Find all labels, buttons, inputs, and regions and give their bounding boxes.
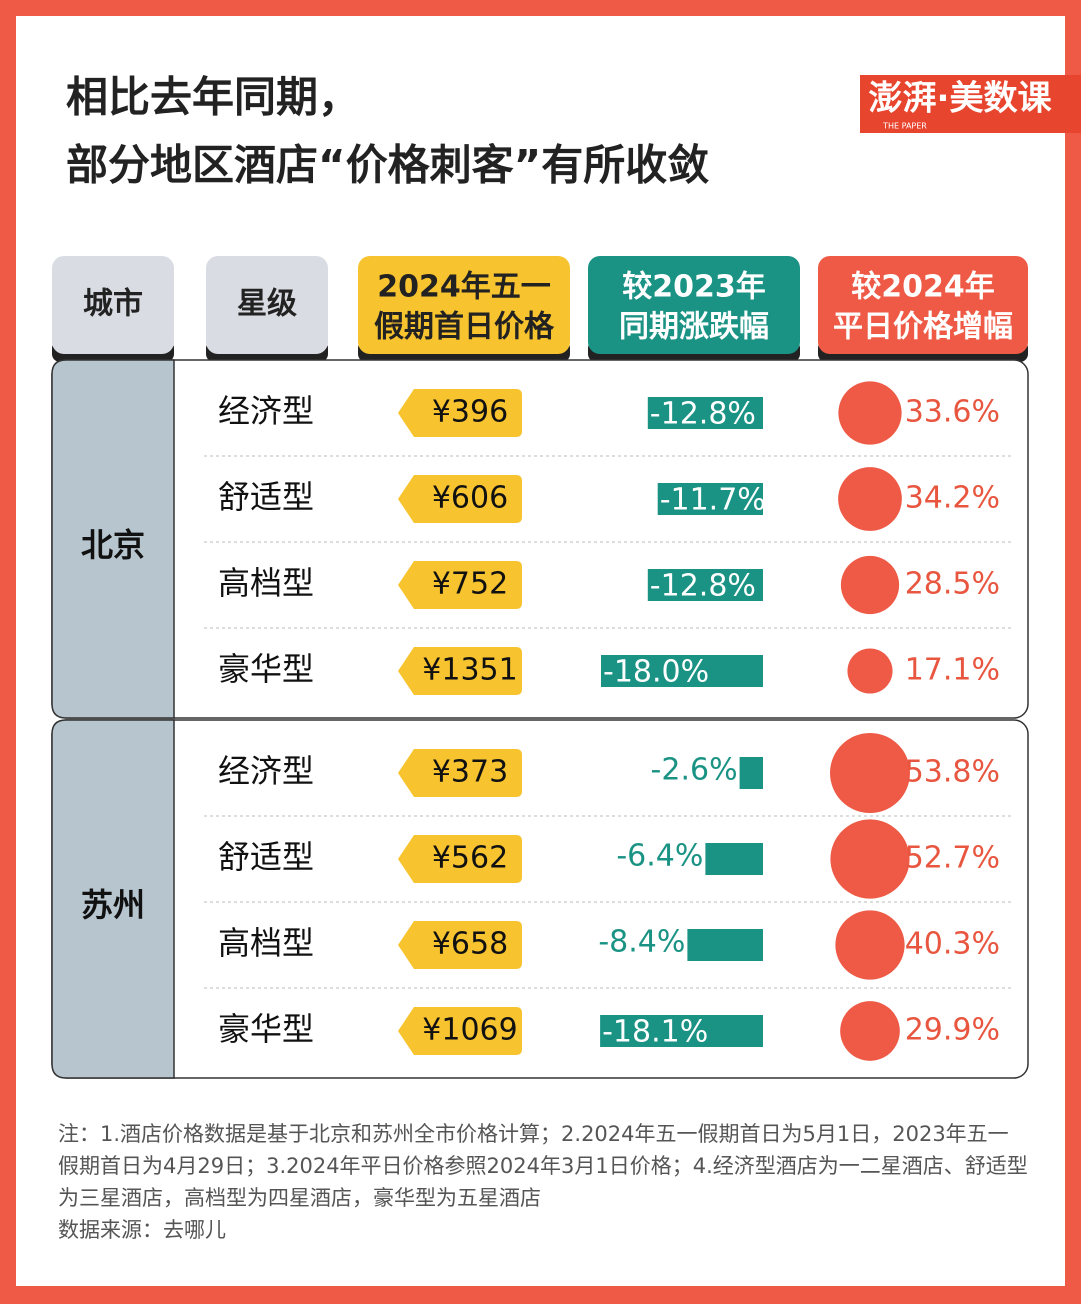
change-bar — [647, 397, 763, 429]
change-bar — [647, 569, 763, 601]
header-cell — [358, 256, 570, 354]
change-label: -18.1% — [602, 1015, 708, 1050]
header-label: 星级 — [237, 287, 297, 322]
source: 数据来源：去哪儿 — [58, 1218, 226, 1242]
price-label: ¥658 — [432, 927, 508, 962]
price-tag — [398, 647, 522, 695]
price-tag — [398, 475, 522, 523]
logo: 澎湃·美数课 — [869, 79, 1053, 119]
change-bar — [657, 483, 763, 515]
header-label: 假期首日价格 — [374, 310, 555, 345]
growth-label: 28.5% — [905, 567, 1000, 602]
growth-label: 53.8% — [905, 755, 1000, 790]
title-line: 相比去年同期， — [66, 73, 360, 122]
note: 注：1.酒店价格数据是基于北京和苏州全市价格计算；2.2024年五一假期首日为5… — [58, 1122, 1028, 1210]
change-bar — [739, 757, 763, 789]
growth-label: 33.6% — [905, 395, 1000, 430]
price-label: ¥1351 — [422, 653, 517, 688]
price-tag — [398, 561, 522, 609]
growth-label: 52.7% — [905, 841, 1000, 876]
growth-circle — [830, 819, 910, 899]
growth-circle — [838, 467, 902, 531]
growth-circle — [835, 910, 905, 980]
price-tag — [398, 389, 522, 437]
header-cell — [818, 256, 1028, 354]
change-label: -2.6% — [651, 753, 738, 788]
growth-label: 34.2% — [905, 481, 1000, 516]
growth-circle — [838, 381, 902, 445]
price-label: ¥562 — [432, 841, 508, 876]
title-line: 部分地区酒店“价格刺客”有所收敛 — [66, 141, 709, 190]
change-label: -18.0% — [603, 655, 709, 690]
header-cell — [206, 256, 328, 354]
city-cell — [51, 359, 175, 719]
change-label: -8.4% — [598, 925, 685, 960]
star-label: 舒适型 — [218, 838, 314, 876]
price-label: ¥1069 — [422, 1013, 517, 1048]
header-label: 城市 — [83, 287, 143, 322]
change-bar — [600, 1015, 763, 1047]
header-label: 同期涨跌幅 — [619, 310, 769, 345]
change-label: -6.4% — [616, 839, 703, 874]
growth-label: 40.3% — [905, 927, 1000, 962]
price-label: ¥752 — [432, 567, 508, 602]
growth-circle — [840, 555, 900, 615]
price-label: ¥373 — [432, 755, 508, 790]
growth-label: 17.1% — [905, 653, 1000, 688]
change-label: -11.7% — [660, 483, 766, 518]
change-label: -12.8% — [650, 569, 756, 604]
header-cell — [52, 256, 174, 354]
price-label: ¥396 — [432, 395, 508, 430]
header-cell — [588, 256, 800, 354]
price-tag — [398, 1007, 522, 1055]
price-tag — [398, 835, 522, 883]
star-label: 高档型 — [218, 564, 314, 602]
star-label: 豪华型 — [218, 650, 314, 688]
city-label: 苏州 — [81, 886, 145, 924]
header-label: 较2023年 — [622, 270, 766, 305]
star-label: 经济型 — [218, 752, 314, 790]
price-tag — [398, 749, 522, 797]
city-label: 北京 — [81, 526, 145, 564]
change-label: -12.8% — [650, 397, 756, 432]
price-label: ¥606 — [432, 481, 508, 516]
change-bar — [687, 929, 763, 961]
header-label: 平日价格增幅 — [833, 310, 1013, 345]
growth-circle — [840, 1001, 900, 1061]
star-label: 豪华型 — [218, 1010, 314, 1048]
footnote: 注：1.酒店价格数据是基于北京和苏州全市价格计算；2.2024年五一假期首日为5… — [58, 1118, 1028, 1246]
logo-box — [860, 75, 1081, 133]
header-label: 较2024年 — [851, 270, 995, 305]
price-tag — [398, 921, 522, 969]
city-cell — [51, 719, 175, 1079]
header-label: 2024年五一 — [377, 270, 551, 305]
growth-label: 29.9% — [905, 1013, 1000, 1048]
logo-sub: THE PAPER — [882, 122, 927, 131]
growth-circle — [830, 733, 910, 813]
change-bar — [601, 655, 763, 687]
star-label: 高档型 — [218, 924, 314, 962]
growth-circle — [847, 648, 893, 694]
star-label: 经济型 — [218, 392, 314, 430]
change-bar — [705, 843, 763, 875]
star-label: 舒适型 — [218, 478, 314, 516]
